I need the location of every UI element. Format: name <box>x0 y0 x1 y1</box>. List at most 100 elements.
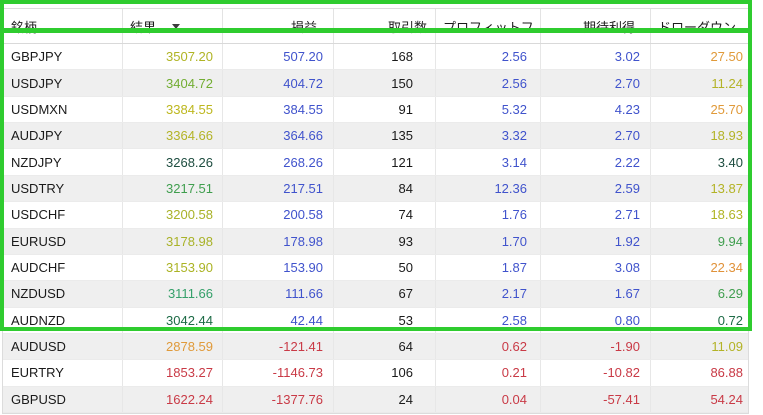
column-header-label: 期待利得 <box>582 19 635 35</box>
cell-trades: 150 <box>334 70 436 96</box>
cell-expected-payoff: 3.02 <box>541 44 651 70</box>
column-header-label: プロフィットフ... <box>443 19 541 35</box>
cell-profit: -1146.73 <box>223 360 334 386</box>
table-row[interactable]: NZDUSD 3111.66 111.66 67 2.17 1.67 6.29 <box>3 281 748 308</box>
column-header-expected-payoff[interactable]: 期待利得 <box>541 9 651 43</box>
column-header-trades[interactable]: 取引数 <box>334 9 436 43</box>
cell-result: 3178.98 <box>123 228 223 254</box>
cell-drawdown: 11.09 <box>711 339 743 355</box>
column-header-profit[interactable]: 損益 <box>223 9 334 43</box>
cell-expected-payoff: 2.59 <box>541 175 651 202</box>
table-row[interactable]: AUDUSD 2878.59 -121.41 64 0.62 -1.90 11.09 <box>3 333 748 361</box>
column-header-profit-factor[interactable]: プロフィットフ... <box>436 9 541 43</box>
cell-trades: 168 <box>334 44 436 70</box>
column-header-drawdown[interactable]: ドローダウン ... <box>651 9 748 43</box>
table-row[interactable]: USDCHF 3200.58 200.58 74 1.76 2.71 18.63 <box>3 202 748 229</box>
cell-profit-factor: 2.56 <box>436 44 541 70</box>
table-row[interactable]: AUDNZD 3042.44 42.44 53 2.58 0.80 0.72 <box>3 307 748 334</box>
cell-result: 1853.27 <box>123 360 223 386</box>
cell-profit: 384.55 <box>223 96 334 123</box>
cell-result: 3042.44 <box>123 307 223 333</box>
table-row[interactable]: AUDCHF 3153.90 153.90 50 1.87 3.08 22.34 <box>3 254 748 282</box>
cell-trades: 91 <box>334 96 436 123</box>
cell-expected-payoff: 2.70 <box>541 70 651 96</box>
table-row[interactable]: EURTRY 1853.27 -1146.73 106 0.21 -10.82 86.88 <box>3 360 748 387</box>
cell-drawdown: 54.24 <box>710 391 743 407</box>
cell-result: 3217.51 <box>123 175 223 202</box>
column-header-label: 取引数 <box>387 19 427 35</box>
cell-trades: 135 <box>334 123 436 149</box>
cell-result: 1622.24 <box>123 386 223 413</box>
cell-profit-factor: 1.70 <box>436 228 541 254</box>
cell-profit: -121.41 <box>223 333 334 360</box>
cell-result: 3200.58 <box>123 202 223 228</box>
table-row[interactable]: USDTRY 3217.51 217.51 84 12.36 2.59 13.87 <box>3 175 748 203</box>
cell-trades: 53 <box>334 307 436 333</box>
table-header-row: 銘柄 結果 損益 取引数 プロフィットフ... 期待利得 ドローダウン ... <box>3 9 748 44</box>
column-header-label: 銘柄 <box>11 19 38 35</box>
cell-trades: 84 <box>334 175 436 202</box>
table-row[interactable]: GBPUSD 1622.24 -1377.76 24 0.04 -57.41 54.24 <box>3 386 748 414</box>
cell-expected-payoff: 1.92 <box>541 228 651 254</box>
cell-drawdown: 3.40 <box>717 154 743 170</box>
cell-profit: -1377.76 <box>223 386 334 413</box>
cell-profit: 404.72 <box>223 70 334 96</box>
column-header-symbol[interactable]: 銘柄 <box>3 9 123 43</box>
cell-profit: 217.51 <box>223 175 334 202</box>
table-row[interactable]: GBPJPY 3507.20 507.20 168 2.56 3.02 27.50 <box>3 44 748 71</box>
cell-result: 3507.20 <box>123 44 223 70</box>
cell-symbol: GBPJPY <box>3 44 123 70</box>
cell-symbol: USDJPY <box>3 70 123 96</box>
cell-symbol: EURUSD <box>3 228 123 254</box>
cell-profit-factor: 0.62 <box>436 333 541 360</box>
cell-profit-factor: 12.36 <box>436 175 541 202</box>
cell-expected-payoff: 3.08 <box>541 254 651 281</box>
cell-profit-factor: 0.21 <box>436 360 541 386</box>
cell-result: 3384.55 <box>123 96 223 123</box>
cell-profit: 153.90 <box>223 254 334 281</box>
cell-profit: 268.26 <box>223 149 334 175</box>
column-header-result[interactable]: 結果 <box>123 9 223 43</box>
cell-profit-factor: 3.32 <box>436 123 541 149</box>
cell-drawdown: 11.24 <box>711 75 743 91</box>
cell-symbol: AUDNZD <box>3 307 123 333</box>
cell-profit: 42.44 <box>223 307 334 333</box>
cell-expected-payoff: 2.22 <box>541 149 651 175</box>
cell-symbol: AUDJPY <box>3 123 123 149</box>
cell-drawdown: 22.34 <box>710 260 743 276</box>
sort-descending-icon <box>172 23 181 29</box>
cell-drawdown: 18.63 <box>710 207 743 223</box>
cell-profit: 507.20 <box>223 44 334 70</box>
cell-drawdown: 86.88 <box>710 365 743 381</box>
cell-trades: 106 <box>334 360 436 386</box>
cell-symbol: USDMXN <box>3 96 123 123</box>
cell-trades: 67 <box>334 281 436 307</box>
cell-expected-payoff: -1.90 <box>541 333 651 360</box>
cell-drawdown: 27.50 <box>710 49 743 65</box>
cell-expected-payoff: 4.23 <box>541 96 651 123</box>
cell-result: 3153.90 <box>123 254 223 281</box>
cell-expected-payoff: -57.41 <box>541 386 651 413</box>
cell-drawdown: 13.87 <box>710 180 743 196</box>
cell-expected-payoff: 0.80 <box>541 307 651 333</box>
table-row[interactable]: USDMXN 3384.55 384.55 91 5.32 4.23 25.70 <box>3 96 748 124</box>
results-table: 銘柄 結果 損益 取引数 プロフィットフ... 期待利得 ドローダウン ... … <box>2 8 749 415</box>
column-header-label: ドローダウン ... <box>658 19 748 35</box>
table-row[interactable]: AUDJPY 3364.66 364.66 135 3.32 2.70 18.93 <box>3 123 748 150</box>
cell-drawdown: 6.29 <box>717 286 743 302</box>
cell-trades: 74 <box>334 202 436 228</box>
cell-profit: 364.66 <box>223 123 334 149</box>
table-body: GBPJPY 3507.20 507.20 168 2.56 3.02 27.50 USDJP… <box>3 44 748 414</box>
cell-symbol: NZDUSD <box>3 281 123 307</box>
table-row[interactable]: NZDJPY 3268.26 268.26 121 3.14 2.22 3.40 <box>3 149 748 176</box>
cell-trades: 64 <box>334 333 436 360</box>
cell-drawdown: 0.72 <box>717 312 743 328</box>
cell-trades: 121 <box>334 149 436 175</box>
cell-symbol: AUDUSD <box>3 333 123 360</box>
table-row[interactable]: USDJPY 3404.72 404.72 150 2.56 2.70 11.24 <box>3 70 748 97</box>
table-row[interactable]: EURUSD 3178.98 178.98 93 1.70 1.92 9.94 <box>3 228 748 255</box>
cell-result: 3404.72 <box>123 70 223 96</box>
cell-profit-factor: 2.56 <box>436 70 541 96</box>
cell-profit-factor: 0.04 <box>436 386 541 413</box>
cell-symbol: USDCHF <box>3 202 123 228</box>
